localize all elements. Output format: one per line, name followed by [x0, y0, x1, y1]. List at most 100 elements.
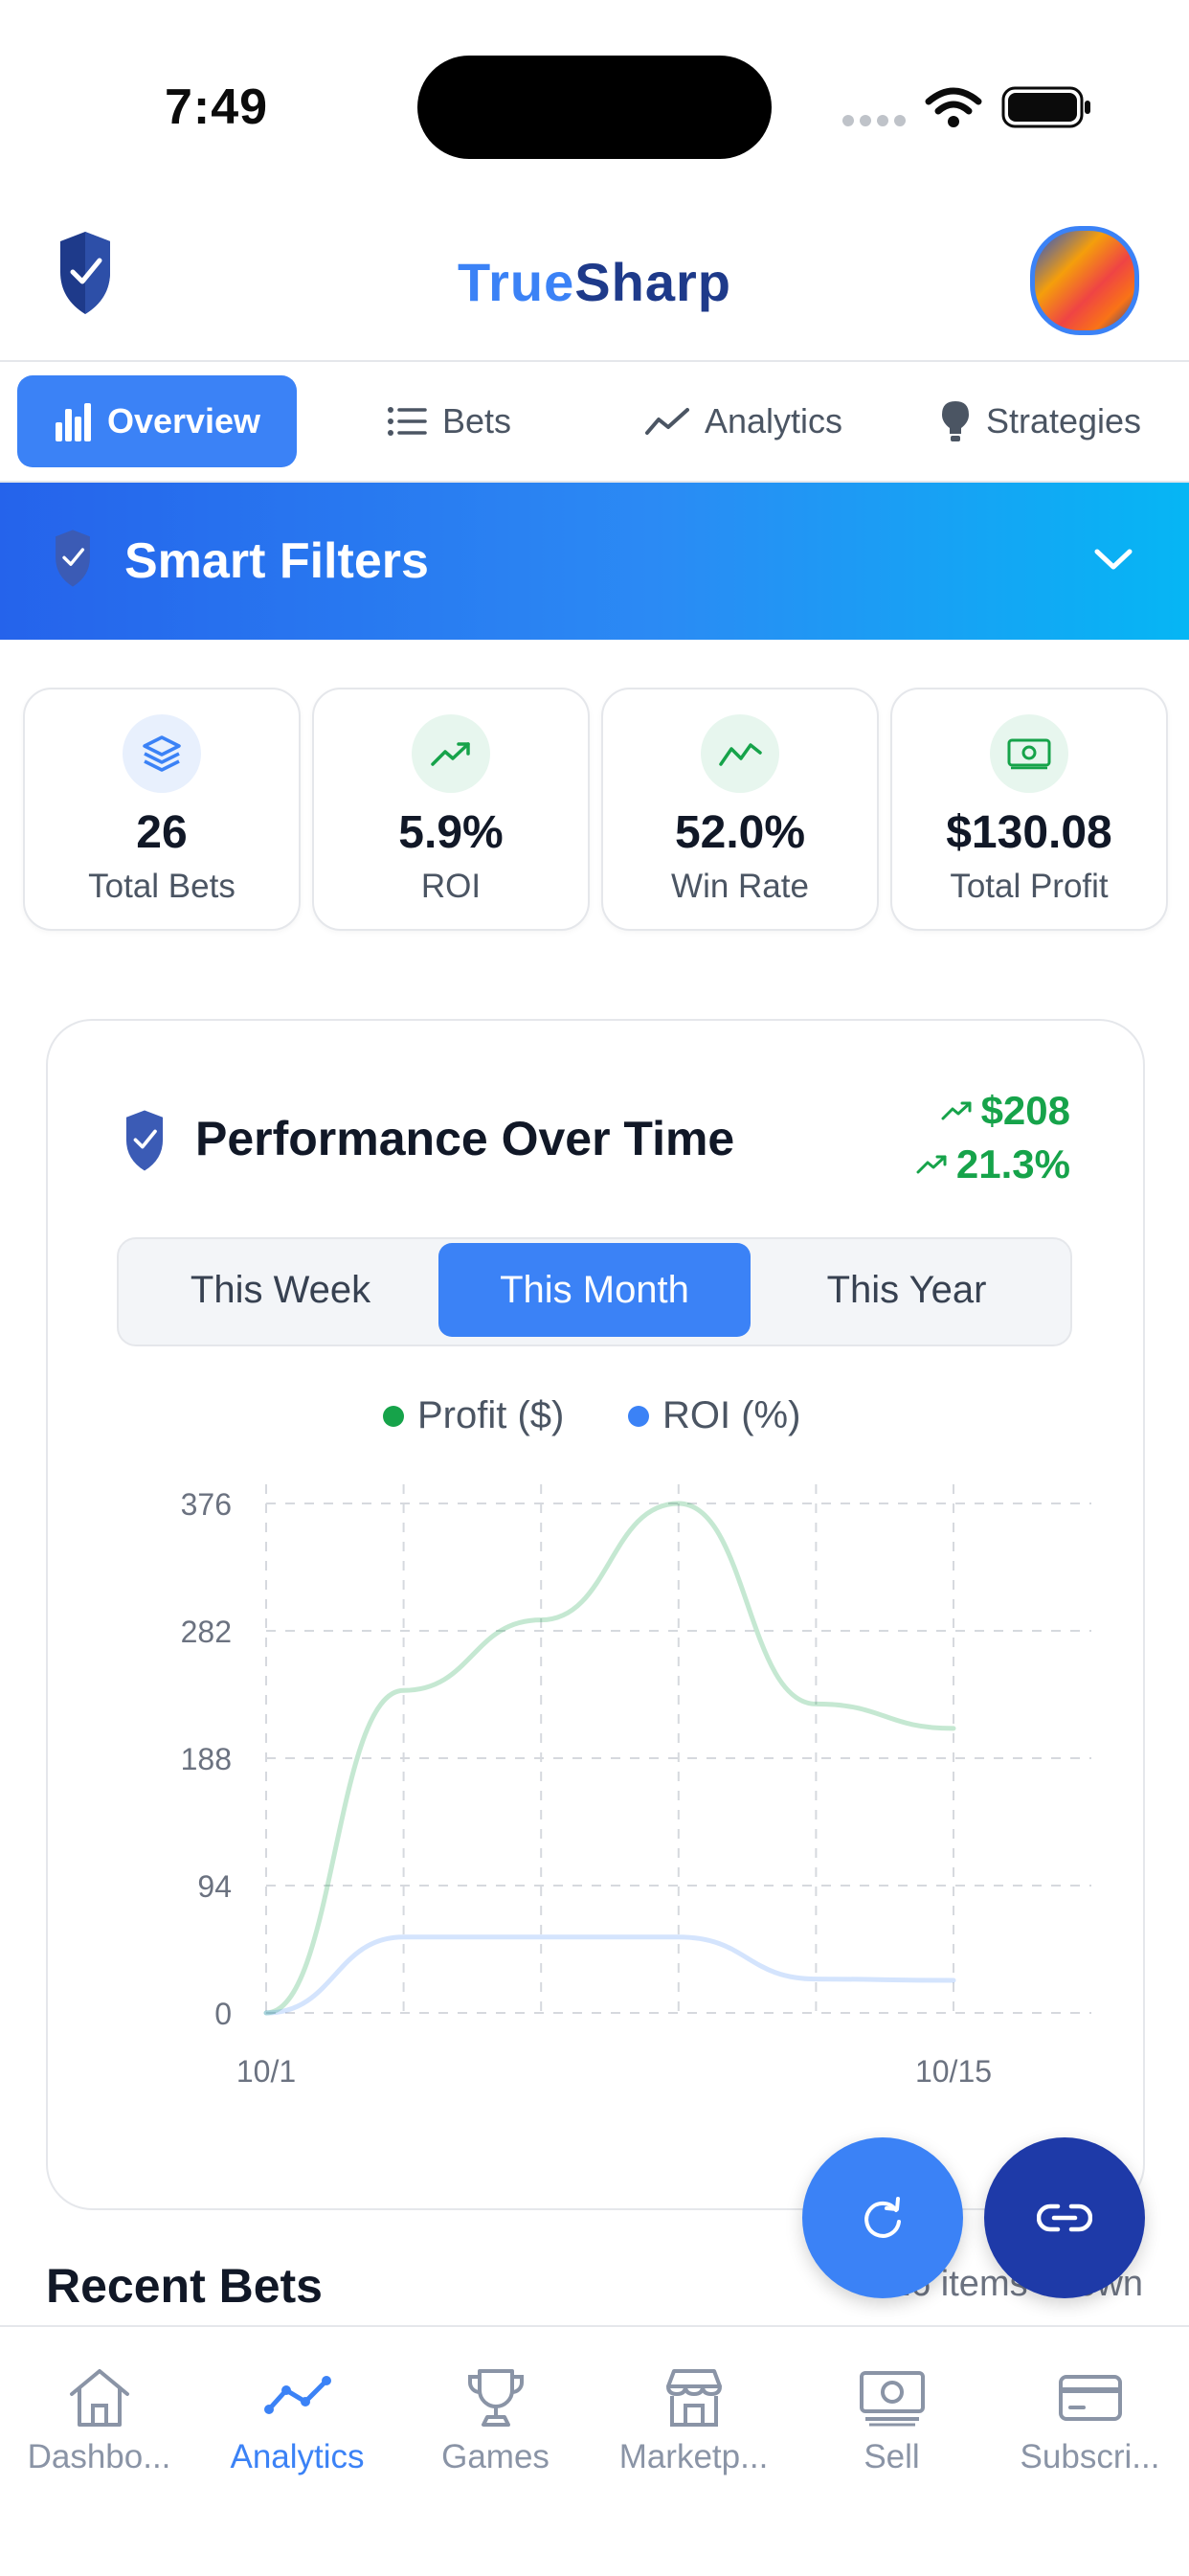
legend-label: Profit ($) — [417, 1394, 565, 1436]
stat-value: $130.08 — [946, 807, 1112, 858]
nav-subscriptions[interactable]: Subscri... — [991, 2365, 1189, 2476]
wifi-icon — [925, 87, 982, 127]
stat-label: Total Bets — [88, 868, 236, 905]
stat-card-roi: 5.9% ROI — [312, 688, 590, 931]
stat-value: 52.0% — [674, 807, 806, 858]
tab-strategies-label: Strategies — [985, 401, 1142, 441]
list-icon — [387, 407, 427, 436]
nav-label: Subscri... — [1020, 2438, 1160, 2475]
smart-filters-bar[interactable] — [0, 483, 1189, 640]
nav-marketplace[interactable]: Marketp... — [594, 2365, 793, 2476]
performance-chart: 376 282 188 94 0 10/1 10/15 — [181, 1484, 1091, 2089]
tab-bar — [0, 362, 1189, 483]
y-tick-label: 282 — [181, 1615, 232, 1649]
chevron-down-icon[interactable] — [1093, 546, 1133, 573]
recent-bets-title: Recent Bets — [46, 2259, 323, 2313]
performance-card — [46, 1019, 1145, 2210]
chart-y-axis: 376 282 188 94 0 — [181, 1487, 232, 2031]
stat-label: Win Rate — [671, 868, 809, 905]
nav-label: Marketp... — [618, 2438, 769, 2475]
battery-icon — [1001, 86, 1090, 128]
performance-title: Performance Over Time — [195, 1112, 735, 1165]
delta-percent: 21.3% — [916, 1141, 1070, 1187]
activity-icon — [701, 714, 779, 793]
legend-swatch — [628, 1405, 649, 1427]
tab-overview-label: Overview — [106, 401, 261, 441]
tab-overview[interactable]: Overview — [17, 375, 297, 467]
brand-title-part2: Sharp — [574, 252, 731, 312]
period-this-week[interactable]: This Week — [190, 1268, 371, 1311]
cellular-signal-icon — [842, 115, 906, 126]
period-this-year[interactable]: This Year — [826, 1268, 987, 1311]
tab-bets-label: Bets — [441, 401, 512, 441]
trending-up-icon — [916, 1155, 947, 1174]
series-line-roi — [263, 1934, 956, 2016]
trend-line-icon — [644, 408, 689, 435]
avatar[interactable] — [1030, 226, 1139, 335]
link-icon — [1037, 2203, 1092, 2232]
refresh-icon — [864, 2197, 901, 2238]
nav-label: Analytics — [230, 2438, 365, 2475]
delta-amount: $208 — [941, 1088, 1070, 1134]
stat-label: ROI — [420, 868, 482, 905]
layers-icon — [123, 714, 201, 793]
chart-grid — [265, 1484, 1091, 2014]
trending-up-icon — [412, 714, 490, 793]
stat-card-total-bets: 26 Total Bets — [23, 688, 301, 931]
nav-analytics[interactable]: Analytics — [198, 2365, 396, 2476]
stat-value: 5.9% — [398, 807, 504, 858]
nav-label: Dashbo... — [27, 2438, 171, 2475]
store-icon — [665, 2369, 722, 2427]
stat-label: Total Profit — [950, 868, 1109, 905]
x-tick-label: 10/15 — [915, 2054, 992, 2089]
legend-label: ROI (%) — [662, 1394, 801, 1436]
delta-percent-value: 21.3% — [955, 1141, 1070, 1186]
stat-card-win-rate: 52.0% Win Rate — [601, 688, 879, 931]
trending-up-icon — [941, 1101, 972, 1120]
legend-swatch — [383, 1405, 404, 1427]
x-tick-label: 10/1 — [236, 2054, 296, 2089]
series-line-profit — [263, 1501, 956, 2016]
shield-logo-icon[interactable] — [57, 230, 113, 316]
nav-sell[interactable]: Sell — [793, 2365, 991, 2476]
brand-title: TrueSharp — [0, 251, 1189, 313]
delta-amount-value: $208 — [980, 1088, 1070, 1133]
credit-card-icon — [1058, 2375, 1122, 2421]
status-time: 7:49 — [165, 79, 269, 135]
money-icon — [859, 2371, 925, 2427]
tab-analytics[interactable]: Analytics — [607, 375, 881, 467]
legend-item-profit: Profit ($) — [383, 1394, 564, 1437]
shield-icon — [125, 1110, 164, 1171]
app-header — [0, 182, 1189, 362]
lightbulb-icon — [941, 401, 969, 441]
bar-chart-icon — [55, 403, 91, 441]
cash-icon — [990, 714, 1068, 793]
period-this-month[interactable]: This Month — [438, 1243, 751, 1337]
y-tick-label: 0 — [214, 1997, 232, 2031]
tab-strategies[interactable]: Strategies — [904, 375, 1178, 467]
stat-value: 26 — [136, 807, 188, 858]
home-icon — [69, 2369, 129, 2427]
nav-label: Games — [441, 2438, 550, 2475]
tab-bets[interactable]: Bets — [312, 375, 586, 467]
brand-title-part1: True — [458, 252, 575, 312]
chart-series — [263, 1501, 956, 2016]
bottom-nav — [0, 2325, 1189, 2576]
y-tick-label: 94 — [197, 1869, 232, 1904]
nav-games[interactable]: Games — [396, 2365, 594, 2476]
nav-label: Sell — [864, 2438, 920, 2475]
y-tick-label: 376 — [181, 1487, 232, 1522]
legend-item-roi: ROI (%) — [628, 1394, 800, 1437]
nav-dashboard[interactable]: Dashbo... — [0, 2365, 198, 2476]
chart-x-axis: 10/1 10/15 — [236, 2054, 992, 2089]
tab-analytics-label: Analytics — [704, 401, 843, 441]
analytics-icon — [263, 2376, 331, 2414]
shield-icon — [56, 530, 90, 587]
trophy-icon — [467, 2369, 524, 2427]
y-tick-label: 188 — [181, 1742, 232, 1776]
smart-filters-title: Smart Filters — [124, 533, 429, 589]
link-button[interactable] — [984, 2137, 1145, 2298]
stat-card-total-profit: $130.08 Total Profit — [890, 688, 1168, 931]
dynamic-island — [417, 56, 772, 159]
refresh-button[interactable] — [802, 2137, 963, 2298]
